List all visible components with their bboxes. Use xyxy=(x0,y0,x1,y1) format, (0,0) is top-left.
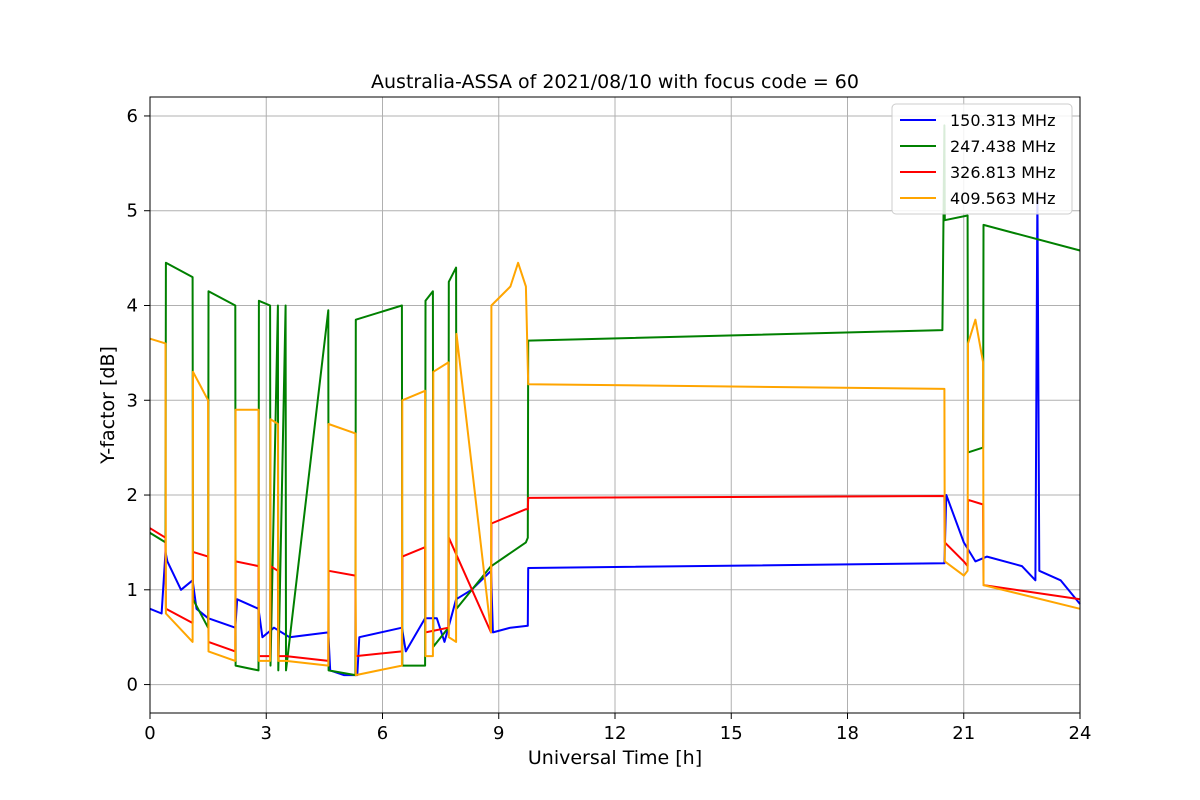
series-layer xyxy=(149,124,1081,677)
legend-label: 326.813 MHz xyxy=(950,163,1055,182)
x-tick-label: 21 xyxy=(952,723,975,744)
x-tick-label: 0 xyxy=(144,723,155,744)
y-tick-label: 3 xyxy=(127,390,138,411)
chart-title: Australia-ASSA of 2021/08/10 with focus … xyxy=(371,71,859,93)
series-line-1 xyxy=(149,190,1081,677)
legend-label: 247.438 MHz xyxy=(950,137,1055,156)
y-tick-label: 6 xyxy=(127,106,138,127)
legend: 150.313 MHz 247.438 MHz 326.813 MHz 409.563… xyxy=(891,103,1073,215)
x-tick-label: 24 xyxy=(1069,723,1092,744)
grid xyxy=(149,97,1081,713)
y-tick-label: 5 xyxy=(127,201,138,222)
x-tick-label: 15 xyxy=(720,723,743,744)
y-tick-label: 4 xyxy=(127,295,138,316)
x-tick-label: 3 xyxy=(261,723,272,744)
y-tick-label: 2 xyxy=(127,485,138,506)
series-line-4 xyxy=(149,261,1081,677)
legend-label: 150.313 MHz xyxy=(950,111,1055,130)
y-tick-label: 0 xyxy=(127,675,138,696)
x-tick-label: 18 xyxy=(836,723,859,744)
legend-box xyxy=(891,103,1073,215)
x-tick-label: 9 xyxy=(493,723,504,744)
x-tick-label: 12 xyxy=(604,723,627,744)
x-tick-label: 6 xyxy=(377,723,388,744)
legend-label: 409.563 MHz xyxy=(950,189,1055,208)
y-tick-label: 1 xyxy=(127,580,138,601)
y-axis-label: Y-factor [dB] xyxy=(97,346,119,465)
x-axis-label: Universal Time [h] xyxy=(528,747,702,769)
